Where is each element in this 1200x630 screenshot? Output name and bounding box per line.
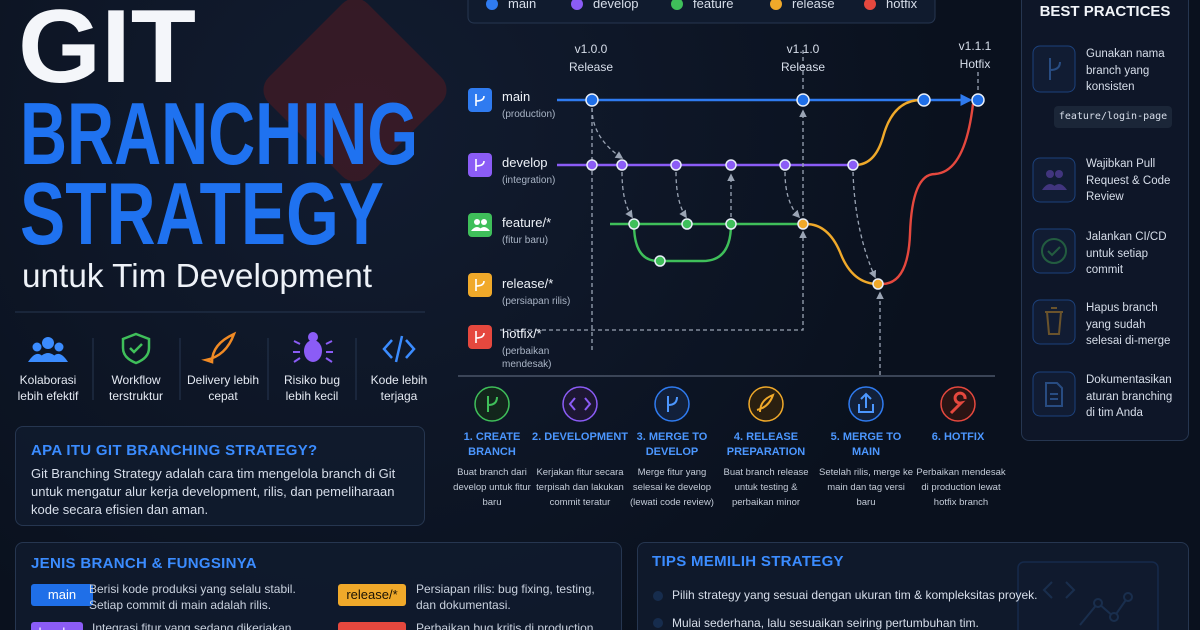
title-line3: STRATEGY — [20, 164, 384, 263]
step-desc: Buat branch dari develop untuk fitur bar… — [453, 467, 531, 508]
release-label: Release — [780, 60, 826, 74]
branch-name: feature/* — [502, 215, 552, 230]
bp-item: Hapus branch yang sudah selesai di-merge — [1086, 302, 1171, 347]
title-line2: BRANCHING — [20, 84, 418, 183]
branch-tag: main — [31, 584, 93, 606]
branch-tag: release/* — [338, 584, 406, 606]
branch-desc: (persiapan rilis) — [502, 296, 571, 307]
legend-label: hotfix — [886, 0, 918, 11]
benefit: Workflow terstruktur — [108, 373, 163, 403]
step-icons — [474, 386, 976, 422]
branch-tag: develop — [31, 622, 83, 630]
tips-heading: TIPS MEMILIH STRATEGY — [652, 553, 844, 570]
legend-label: feature — [693, 0, 734, 11]
legend-box — [467, 0, 936, 24]
release-version: v1.1.0 — [786, 42, 820, 56]
connectors — [500, 50, 979, 375]
branch-type-desc: Integrasi fitur yang sedang dikerjakan — [92, 621, 292, 630]
benefit-icons — [28, 331, 416, 400]
step-title: 4. RELEASE PREPARATION — [726, 431, 806, 458]
step-title: 1. CREATE BRANCH — [463, 431, 521, 458]
branch-types-heading: JENIS BRANCH & FUNGSINYA — [31, 555, 257, 572]
title-line1: GIT — [18, 0, 196, 105]
branch-desc: (fitur baru) — [502, 235, 549, 246]
bp-item: Jalankan CI/CD untuk setiap commit — [1086, 231, 1167, 276]
legend-dots — [486, 0, 876, 10]
branch-name: develop — [502, 155, 548, 170]
release-version: v1.0.0 — [574, 42, 608, 56]
bp-item: Gunakan nama branch yang konsisten — [1086, 48, 1165, 93]
branch-type-desc: Berisi kode produksi yang selalu stabil.… — [89, 582, 296, 612]
branch-name: main — [502, 89, 531, 104]
step-desc: Perbaikan mendesak di production lewat h… — [916, 467, 1006, 508]
step-desc: Kerjakan fitur secara terpisah dan lakuk… — [536, 467, 624, 508]
legend-label: main — [508, 0, 537, 11]
branch-desc: (production) — [502, 109, 556, 120]
step-desc: Merge fitur yang selesai ke develop (lew… — [630, 467, 714, 508]
step-desc: Buat branch release untuk testing & perb… — [723, 467, 809, 508]
benefit: Delivery lebih cepat — [186, 373, 260, 403]
best-practices-panel — [1021, 0, 1189, 441]
branch-type-desc: Perbaikan bug kritis di production — [416, 621, 594, 630]
step-title: 5. MERGE TO MAIN — [830, 431, 902, 458]
branch-icons — [468, 88, 492, 349]
tips-panel — [637, 542, 1189, 630]
release-label: Hotfix — [959, 57, 991, 71]
benefit: Kode lebih terjaga — [370, 373, 428, 403]
legend-label: develop — [593, 0, 639, 11]
step-title: 6. HOTFIX — [931, 431, 985, 443]
step-desc: Setelah rilis, merge ke main dan tag ver… — [819, 467, 913, 508]
step-title: 3. MERGE TO DEVELOP — [636, 431, 708, 458]
step-title: 2. DEVELOPMENT — [532, 431, 628, 443]
release-version: v1.1.1 — [958, 39, 992, 53]
legend-label: release — [792, 0, 835, 11]
benefit: Kolaborasi lebih efektif — [17, 373, 79, 403]
intro-heading: APA ITU GIT BRANCHING STRATEGY? — [31, 442, 318, 459]
bg-logo — [263, 0, 447, 182]
branch-tag — [338, 622, 406, 630]
bp-heading: BEST PRACTICES — [1039, 3, 1171, 20]
branch-name: release/* — [502, 276, 554, 291]
benefit: Risiko bug lebih kecil — [283, 373, 341, 403]
intro-panel: APA ITU GIT BRANCHING STRATEGY? Git Bran… — [15, 426, 425, 526]
branch-types-panel: JENIS BRANCH & FUNGSINYA main Berisi kod… — [15, 542, 622, 630]
bp-item: Wajibkan Pull Request & Code Review — [1086, 158, 1171, 203]
tip: Mulai sederhana, lalu sesuaikan seiring … — [672, 616, 979, 630]
branch-desc: (perbaikan mendesak) — [502, 346, 552, 370]
branch-desc: (integration) — [502, 175, 556, 186]
intro-text: Git Branching Strategy adalah cara tim m… — [31, 466, 396, 517]
tip: Pilih strategy yang sesuai dengan ukuran… — [672, 588, 1038, 602]
branch-lines — [557, 94, 975, 286]
bp-code: feature/login-page — [1054, 106, 1172, 128]
release-label: Release — [568, 60, 614, 74]
commits — [585, 93, 985, 290]
subtitle: untuk Tim Development — [22, 257, 372, 294]
bp-item: Dokumentasikan aturan branching di tim A… — [1086, 374, 1173, 419]
branch-type-desc: Persiapan rilis: bug fixing, testing, da… — [416, 582, 595, 612]
branch-name: hotfix/* — [502, 326, 542, 341]
